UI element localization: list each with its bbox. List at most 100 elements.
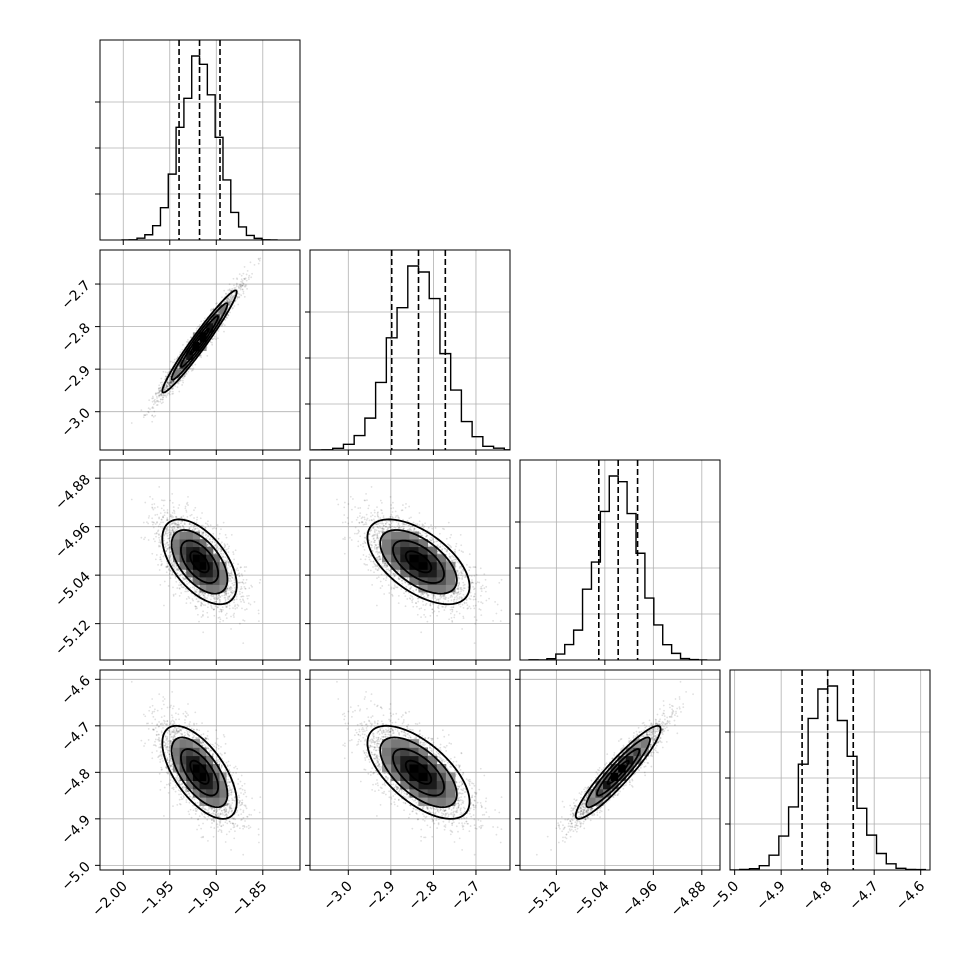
- y-tick-label: −2.8: [58, 320, 93, 355]
- point: [180, 369, 182, 372]
- point: [172, 525, 175, 528]
- point: [231, 295, 234, 298]
- point: [175, 580, 178, 583]
- point: [246, 270, 249, 272]
- point: [211, 338, 214, 341]
- point: [236, 296, 239, 299]
- point: [228, 562, 230, 565]
- point: [142, 521, 145, 524]
- point: [166, 541, 169, 544]
- point: [238, 287, 241, 290]
- point: [228, 298, 231, 301]
- point: [218, 594, 221, 596]
- point: [191, 579, 193, 581]
- panel-content: [130, 486, 262, 645]
- point: [151, 414, 154, 417]
- point: [187, 495, 189, 498]
- point: [241, 284, 244, 287]
- point: [235, 283, 238, 286]
- point: [224, 545, 227, 548]
- point: [167, 381, 169, 384]
- point: [239, 593, 241, 595]
- point: [218, 593, 221, 596]
- point: [213, 541, 216, 544]
- point: [239, 285, 242, 288]
- point: [166, 519, 169, 521]
- point: [193, 586, 196, 588]
- point: [178, 581, 181, 584]
- point: [228, 300, 231, 303]
- point: [202, 531, 204, 534]
- point: [163, 499, 166, 502]
- point: [152, 508, 155, 511]
- point: [165, 571, 168, 574]
- point: [160, 393, 162, 396]
- point: [222, 608, 224, 611]
- point: [249, 261, 252, 264]
- point: [227, 598, 230, 601]
- point: [242, 292, 245, 295]
- point: [229, 296, 232, 299]
- point: [184, 373, 187, 376]
- point: [244, 285, 247, 288]
- point: [239, 581, 242, 584]
- point: [177, 524, 180, 527]
- point: [257, 612, 260, 615]
- point: [166, 529, 169, 531]
- point: [159, 390, 162, 392]
- point: [177, 569, 179, 571]
- point: [209, 309, 212, 312]
- point: [209, 524, 212, 527]
- point: [166, 387, 168, 390]
- point: [242, 599, 245, 602]
- point: [170, 383, 173, 385]
- point: [171, 515, 174, 517]
- point: [154, 398, 156, 401]
- point: [183, 375, 186, 378]
- point: [241, 284, 244, 287]
- point: [234, 299, 237, 302]
- point: [181, 379, 184, 382]
- point: [219, 618, 222, 621]
- point: [221, 594, 223, 597]
- point: [168, 546, 171, 549]
- point: [160, 564, 163, 567]
- point: [170, 381, 173, 383]
- point: [230, 569, 233, 572]
- point: [230, 289, 232, 292]
- point: [236, 567, 239, 570]
- point: [225, 548, 228, 551]
- point: [257, 262, 260, 265]
- density-cell: [179, 359, 187, 370]
- point: [158, 536, 160, 539]
- point: [214, 544, 217, 547]
- point: [168, 531, 171, 534]
- point: [241, 279, 244, 282]
- point: [164, 532, 167, 535]
- point: [242, 290, 245, 293]
- point: [233, 590, 236, 593]
- point: [228, 301, 231, 304]
- point: [162, 521, 164, 524]
- point: [203, 595, 206, 598]
- point: [152, 415, 155, 418]
- point: [243, 585, 246, 588]
- point: [236, 607, 239, 609]
- point: [169, 379, 172, 382]
- point: [233, 612, 236, 615]
- point: [246, 597, 249, 600]
- point: [229, 299, 232, 302]
- point: [176, 523, 179, 526]
- point: [195, 598, 198, 600]
- point: [159, 545, 162, 548]
- point: [171, 380, 174, 383]
- point: [159, 393, 162, 396]
- point: [169, 533, 171, 536]
- point: [201, 524, 204, 527]
- point: [168, 536, 171, 539]
- point: [171, 390, 174, 393]
- point: [225, 612, 228, 615]
- point: [227, 297, 230, 300]
- point: [155, 531, 158, 534]
- point: [228, 595, 231, 598]
